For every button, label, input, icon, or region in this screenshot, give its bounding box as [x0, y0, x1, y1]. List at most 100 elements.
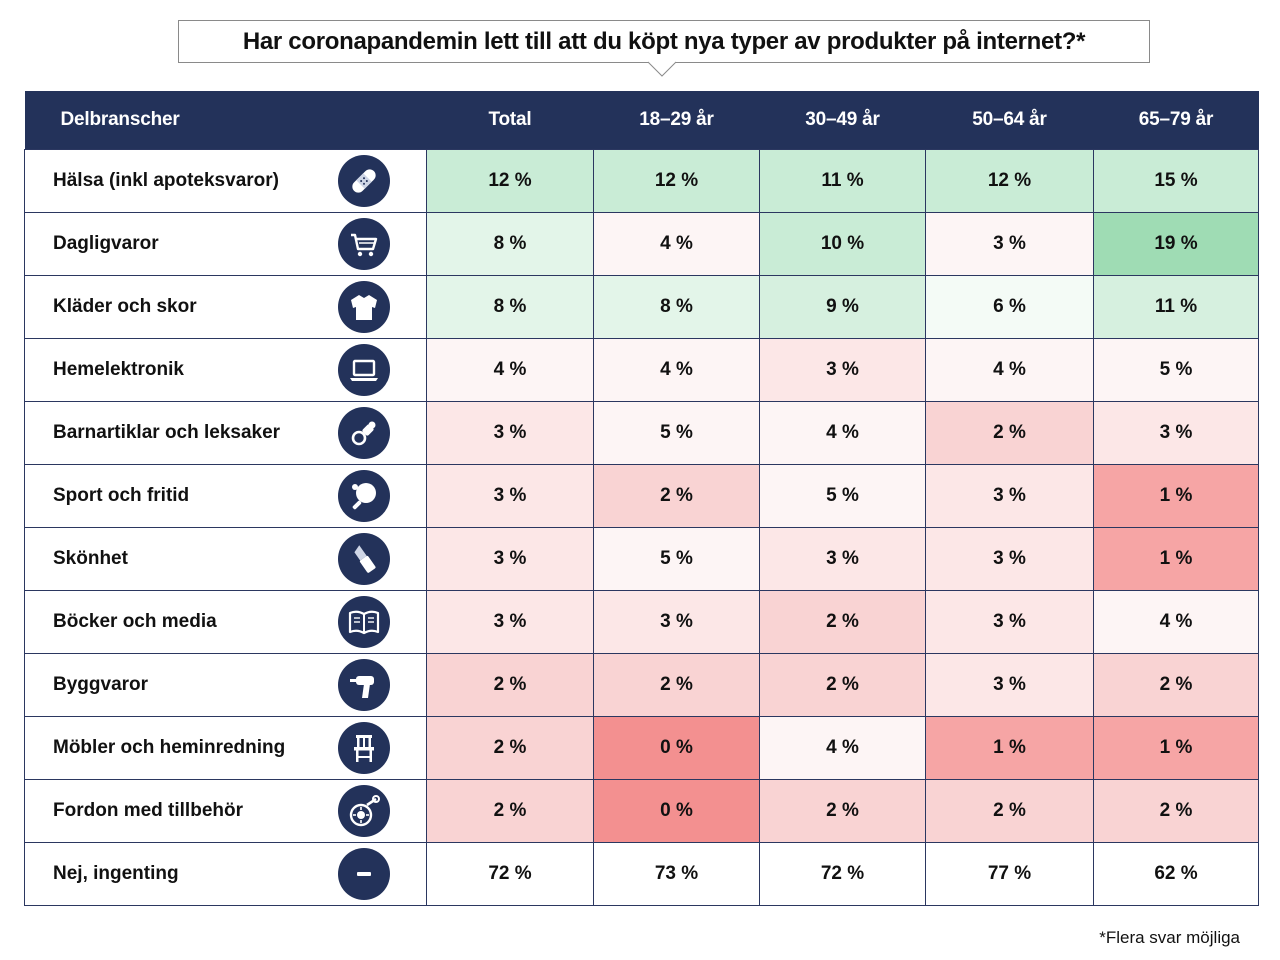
value-cell: 12 % — [925, 149, 1094, 213]
value-cell: 3 % — [593, 590, 760, 654]
table-row: Fordon med tillbehör 2 % 0 % 2 % 2 % 2 % — [24, 779, 1259, 843]
row-label: Möbler och heminredning — [53, 736, 286, 758]
value-cell: 4 % — [925, 338, 1094, 402]
wheel-wrench-icon — [338, 785, 390, 837]
value-cell: 5 % — [593, 527, 760, 591]
row-label-cell: Möbler och heminredning — [24, 716, 427, 780]
value-cell: 3 % — [925, 590, 1094, 654]
value-cell: 1 % — [1093, 464, 1259, 528]
value-cell: 8 % — [426, 275, 594, 339]
column-header: Total — [426, 91, 594, 150]
value-cell: 3 % — [426, 527, 594, 591]
value-cell: 62 % — [1093, 842, 1259, 906]
column-header: 65–79 år — [1093, 91, 1259, 150]
book-icon — [338, 596, 390, 648]
value-cell: 2 % — [593, 653, 760, 717]
value-cell: 5 % — [759, 464, 926, 528]
value-cell: 4 % — [593, 212, 760, 276]
value-cell: 2 % — [925, 401, 1094, 465]
value-cell: 3 % — [426, 464, 594, 528]
row-label: Byggvaror — [53, 673, 149, 695]
chart-title: Har coronapandemin lett till att du köpt… — [178, 20, 1150, 63]
value-cell: 1 % — [1093, 716, 1259, 780]
value-cell: 3 % — [925, 212, 1094, 276]
value-cell: 6 % — [925, 275, 1094, 339]
value-cell: 3 % — [925, 527, 1094, 591]
value-cell: 15 % — [1093, 149, 1259, 213]
value-cell: 2 % — [1093, 653, 1259, 717]
table-row: Hemelektronik 4 % 4 % 3 % 4 % 5 % — [24, 338, 1259, 402]
row-label-cell: Sport och fritid — [24, 464, 427, 528]
value-cell: 2 % — [426, 653, 594, 717]
value-cell: 2 % — [426, 716, 594, 780]
row-label: Barnartiklar och leksaker — [53, 421, 281, 443]
value-cell: 4 % — [1093, 590, 1259, 654]
column-header: Delbranscher — [24, 91, 427, 150]
value-cell: 11 % — [1093, 275, 1259, 339]
row-label-cell: Kläder och skor — [24, 275, 427, 339]
row-label: Hemelektronik — [53, 358, 184, 380]
pacifier-icon — [338, 407, 390, 459]
value-cell: 0 % — [593, 779, 760, 843]
value-cell: 8 % — [593, 275, 760, 339]
value-cell: 1 % — [925, 716, 1094, 780]
row-label: Sport och fritid — [53, 484, 190, 506]
table-row: Nej, ingenting 72 % 73 % 72 % 77 % 62 % — [24, 842, 1259, 906]
row-label: Nej, ingenting — [53, 862, 179, 884]
drill-icon — [338, 659, 390, 711]
table-row: Barnartiklar och leksaker 3 % 5 % 4 % 2 % 3 % — [24, 401, 1259, 465]
laptop-icon — [338, 344, 390, 396]
value-cell: 77 % — [925, 842, 1094, 906]
table-row: Kläder och skor 8 % 8 % 9 % 6 % 11 % — [24, 275, 1259, 339]
column-header: 30–49 år — [759, 91, 926, 150]
row-label-cell: Dagligvaror — [24, 212, 427, 276]
row-label: Skönhet — [53, 547, 128, 569]
value-cell: 9 % — [759, 275, 926, 339]
row-label: Dagligvaror — [53, 232, 159, 254]
value-cell: 2 % — [759, 779, 926, 843]
row-label: Kläder och skor — [53, 295, 197, 317]
value-cell: 4 % — [759, 716, 926, 780]
value-cell: 4 % — [593, 338, 760, 402]
table-row: Dagligvaror 8 % 4 % 10 % 3 % 19 % — [24, 212, 1259, 276]
column-header: 18–29 år — [593, 91, 760, 150]
value-cell: 2 % — [426, 779, 594, 843]
row-label: Fordon med tillbehör — [53, 799, 243, 821]
ping-pong-icon — [338, 470, 390, 522]
value-cell: 72 % — [426, 842, 594, 906]
value-cell: 3 % — [925, 653, 1094, 717]
row-label-cell: Fordon med tillbehör — [24, 779, 427, 843]
row-label-cell: Byggvaror — [24, 653, 427, 717]
minus-icon — [338, 848, 390, 900]
footnote: *Flera svar möjliga — [1099, 928, 1240, 947]
table-row: Böcker och media 3 % 3 % 2 % 3 % 4 % — [24, 590, 1259, 654]
row-label-cell: Hälsa (inkl apoteksvaror) — [24, 149, 427, 213]
sweater-icon — [338, 281, 390, 333]
table-row: Byggvaror 2 % 2 % 2 % 3 % 2 % — [24, 653, 1259, 717]
value-cell: 12 % — [426, 149, 594, 213]
row-label: Hälsa (inkl apoteksvaror) — [53, 169, 279, 191]
chart-title-text: Har coronapandemin lett till att du köpt… — [242, 27, 1086, 55]
row-label-cell: Skönhet — [24, 527, 427, 591]
value-cell: 2 % — [593, 464, 760, 528]
row-label-cell: Böcker och media — [24, 590, 427, 654]
value-cell: 3 % — [925, 464, 1094, 528]
value-cell: 10 % — [759, 212, 926, 276]
table-row: Sport och fritid 3 % 2 % 5 % 3 % 1 % — [24, 464, 1259, 528]
table-row: Skönhet 3 % 5 % 3 % 3 % 1 % — [24, 527, 1259, 591]
row-label-cell: Nej, ingenting — [24, 842, 427, 906]
row-label-cell: Hemelektronik — [24, 338, 427, 402]
bandage-icon — [338, 155, 390, 207]
value-cell: 2 % — [1093, 779, 1259, 843]
chair-icon — [338, 722, 390, 774]
value-cell: 3 % — [426, 590, 594, 654]
header-row: Delbranscher Total 18–29 år 30–49 år 50–… — [24, 91, 1259, 150]
data-table: Delbranscher Total 18–29 år 30–49 år 50–… — [24, 91, 1259, 906]
value-cell: 72 % — [759, 842, 926, 906]
value-cell: 12 % — [593, 149, 760, 213]
row-label: Böcker och media — [53, 610, 217, 632]
value-cell: 73 % — [593, 842, 760, 906]
value-cell: 1 % — [1093, 527, 1259, 591]
value-cell: 5 % — [1093, 338, 1259, 402]
table-row: Hälsa (inkl apoteksvaror) 12 % 12 % 11 % 12 … — [24, 149, 1259, 213]
